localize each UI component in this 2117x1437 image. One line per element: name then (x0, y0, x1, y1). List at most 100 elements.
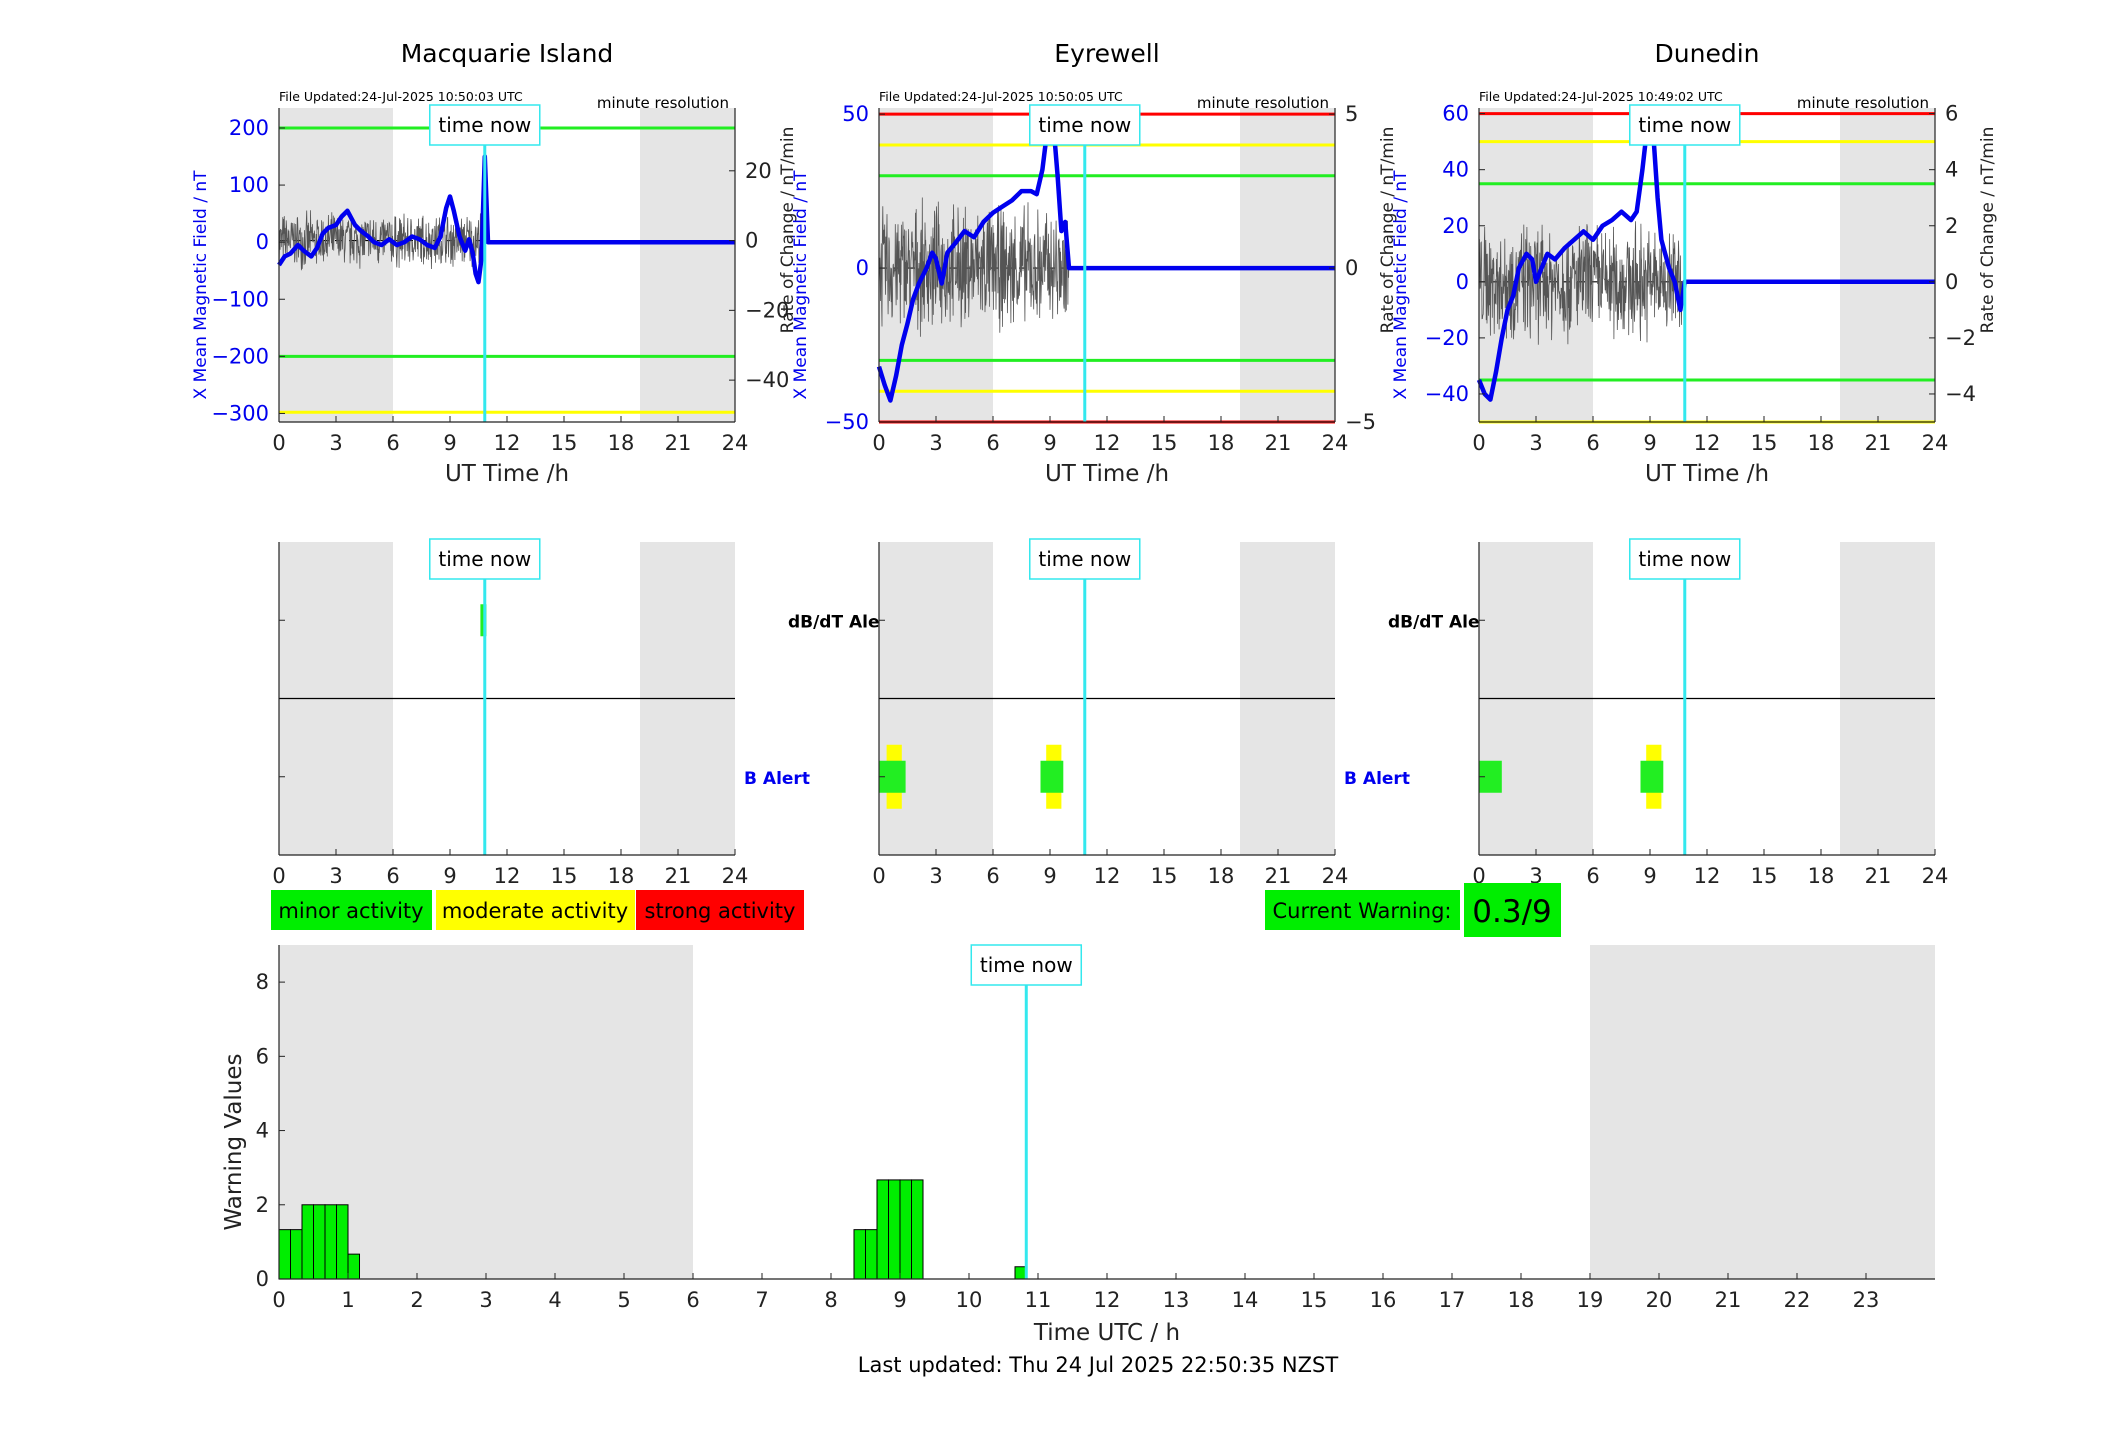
y-axis-label: Warning Values (221, 1053, 247, 1230)
x-tick-label: 21 (665, 864, 692, 888)
x-tick-label: 12 (494, 864, 521, 888)
alert-charts: time now 0 3 6 9 12 15 18 21 24 dB/dT Alert B Alert… (272, 538, 1949, 888)
x-tick-label: 20 (1646, 1288, 1673, 1312)
y-tick-label-left: 200 (229, 116, 269, 140)
x-tick-label: 9 (443, 431, 456, 455)
last-updated: Last updated: Thu 24 Jul 2025 22:50:35 N… (858, 1353, 1339, 1377)
alert-chart-eyrewell: time now 0 3 6 9 12 15 18 21 24 dB/dT Alert B Alert (872, 538, 1496, 888)
night-shade (1590, 945, 1935, 1279)
x-tick-label: 18 (1808, 431, 1835, 455)
file-updated: File Updated:24-Jul-2025 10:50:03 UTC (279, 89, 523, 104)
y-tick-label-left: 20 (1442, 214, 1469, 238)
warning-bar (278, 1229, 292, 1280)
x-tick-label: 18 (608, 864, 635, 888)
night-shade (1240, 108, 1335, 422)
warning-bar (899, 1179, 913, 1280)
warning-bar (865, 1229, 878, 1280)
x-tick-label: 24 (722, 864, 749, 888)
x-tick-label: 18 (1208, 864, 1235, 888)
x-tick-label: 15 (551, 864, 578, 888)
x-tick-label: 9 (1043, 431, 1056, 455)
resolution-label: minute resolution (1797, 94, 1929, 112)
x-tick-label: 2 (410, 1288, 423, 1312)
time-now-label: time now (1638, 547, 1731, 571)
x-tick-label: 6 (986, 431, 999, 455)
x-axis-label: UT Time /h (445, 461, 569, 487)
legend-strong-label: strong activity (645, 899, 796, 923)
x-tick-label: 0 (1472, 431, 1485, 455)
x-tick-label: 18 (1208, 431, 1235, 455)
x-tick-label: 0 (1472, 864, 1485, 888)
x-tick-label: 24 (722, 431, 749, 455)
resolution-label: minute resolution (1197, 94, 1329, 112)
x-tick-label: 12 (1094, 864, 1121, 888)
current-warning: Current Warning: 0.3/9 (1265, 883, 1561, 937)
x-tick-label: 24 (1922, 864, 1949, 888)
warning-bar (347, 1253, 361, 1280)
x-tick-label: 9 (1643, 864, 1656, 888)
x-tick-label: 9 (893, 1288, 906, 1312)
y-tick-label-left: 60 (1442, 102, 1469, 126)
b-alert-label: B Alert (1344, 769, 1410, 789)
y-tick-label-left: 50 (842, 102, 869, 126)
time-now-box (1029, 538, 1141, 580)
x-tick-label: 11 (1025, 1288, 1052, 1312)
x-tick-label: 3 (329, 431, 342, 455)
x-tick-label: 15 (551, 431, 578, 455)
x-tick-label: 18 (608, 431, 635, 455)
time-now-label: time now (1038, 113, 1131, 137)
x-tick-label: 1 (341, 1288, 354, 1312)
y-tick-label-left: −200 (211, 344, 269, 368)
x-tick-label: 21 (1715, 1288, 1742, 1312)
y-tick-label-right: −4 (1945, 382, 1976, 406)
y-tick-label-left: −100 (211, 287, 269, 311)
dbdt-alert-label: dB/dT Alert (788, 612, 896, 632)
y-axis-label-left: X Mean Magnetic Field / nT (791, 170, 811, 400)
x-tick-label: 0 (872, 864, 885, 888)
file-updated: File Updated:24-Jul-2025 10:50:05 UTC (879, 89, 1123, 104)
y-tick-label-left: 0 (856, 256, 869, 280)
x-tick-label: 13 (1163, 1288, 1190, 1312)
y-tick-label-left: −50 (825, 410, 869, 434)
file-updated: File Updated:24-Jul-2025 10:49:02 UTC (1479, 89, 1723, 104)
x-tick-label: 3 (929, 864, 942, 888)
y-tick-label-right: 2 (1945, 214, 1958, 238)
x-tick-label: 3 (1529, 431, 1542, 455)
x-tick-label: 22 (1784, 1288, 1811, 1312)
x-tick-label: 21 (665, 431, 692, 455)
night-shade (1840, 108, 1935, 422)
x-axis-label: Time UTC / h (1033, 1320, 1180, 1346)
y-axis-label-left: X Mean Magnetic Field / nT (191, 170, 211, 400)
warning-bar (853, 1229, 866, 1280)
current-warning-value-box (1464, 883, 1561, 937)
x-tick-label: 0 (872, 431, 885, 455)
x-tick-label: 15 (1151, 431, 1178, 455)
time-now-box (429, 538, 541, 580)
warning-bar (887, 1179, 901, 1280)
x-tick-label: 3 (479, 1288, 492, 1312)
y-tick-label: 4 (256, 1119, 269, 1143)
x-tick-label: 6 (1586, 431, 1599, 455)
y-tick-label-right: −20 (745, 298, 789, 322)
y-tick-label: 0 (256, 1267, 269, 1291)
y-tick-label-left: 0 (1456, 270, 1469, 294)
y-tick-label: 6 (256, 1044, 269, 1068)
time-now-label: time now (438, 547, 531, 571)
night-shade (279, 108, 393, 422)
x-tick-label: 7 (755, 1288, 768, 1312)
time-now-box (429, 104, 541, 146)
x-tick-label: 12 (1694, 864, 1721, 888)
y-tick-label-left: 40 (1442, 158, 1469, 182)
y-axis-label-right: Rate of Change / nT/min (1378, 127, 1398, 334)
x-tick-label: 18 (1508, 1288, 1535, 1312)
x-tick-label: 6 (986, 864, 999, 888)
chart-title: Dunedin (1655, 39, 1760, 68)
legend-minor-label: minor activity (278, 899, 423, 923)
x-tick-label: 9 (1643, 431, 1656, 455)
y-tick-label-right: −2 (1945, 326, 1976, 350)
warning-bar (335, 1204, 349, 1280)
